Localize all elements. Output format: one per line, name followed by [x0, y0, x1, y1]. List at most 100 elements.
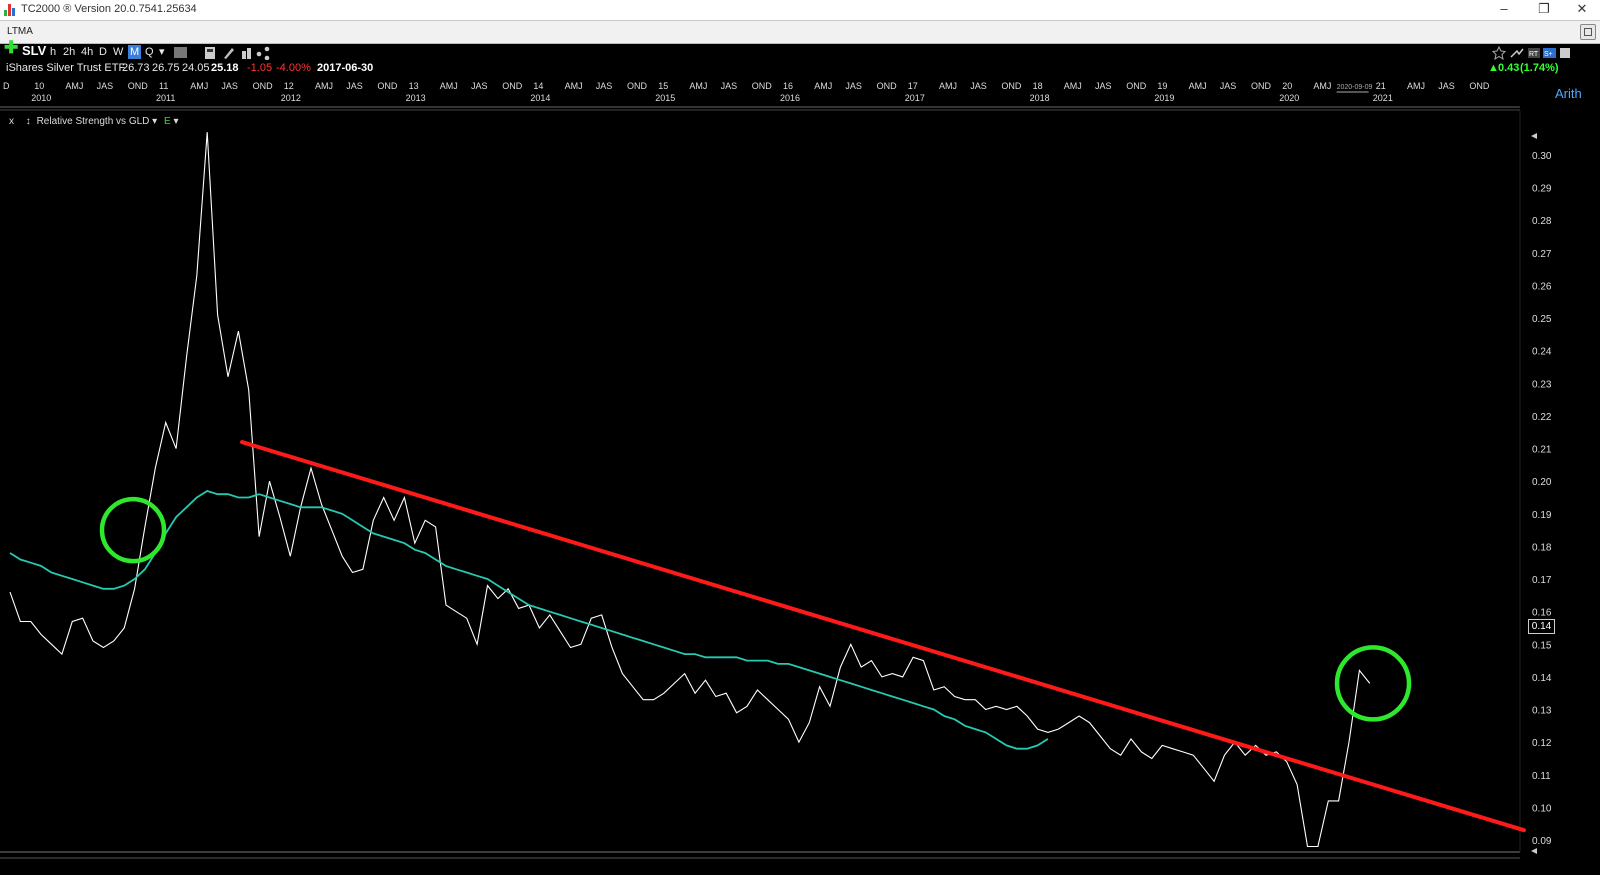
chart-blocks-icon — [242, 48, 251, 59]
x-tick-label: 15 — [658, 81, 668, 91]
plot-area — [0, 106, 1521, 859]
star-icon — [1492, 46, 1507, 60]
y-tick-label: 0.24 — [1532, 347, 1552, 358]
x-tick-label: JAS — [1220, 81, 1237, 91]
y-tick-label: 0.28 — [1532, 216, 1552, 227]
x-tick-label: OND — [752, 81, 773, 91]
x-tick-label: 14 — [533, 81, 543, 91]
timeframe-q[interactable]: Q — [145, 46, 154, 58]
x-axis-year-labels: 2010 2011 2012 2013 2014 2015 2016 2017 2018 2019… — [31, 93, 1393, 103]
x-year-label: 2020 — [1279, 93, 1299, 103]
x-tick-label: 21 — [1376, 81, 1386, 91]
indicator-e-button[interactable]: E — [163, 116, 171, 127]
scale-mode-toggle[interactable]: Arith — [1555, 86, 1582, 101]
x-axis-top-labels: D 10 AMJ JAS OND 11 AMJ JAS OND 12 AMJ JAS OND 13 AMJ J… — [3, 81, 1490, 93]
x-tick-label: JAS — [471, 81, 488, 91]
live-change-arrow-icon: ▲ — [1488, 62, 1499, 74]
scale-bottom-marker-icon — [1531, 848, 1537, 854]
timeframe-m-selected[interactable]: M — [128, 45, 142, 59]
indicator-name[interactable]: Relative Strength vs GLD — [36, 116, 150, 127]
x-tick-label: AMJ — [1313, 81, 1331, 91]
indicator-close-icon[interactable]: x — [9, 116, 14, 127]
x-tick-label: 17 — [908, 81, 918, 91]
x-tick-label: AMJ — [190, 81, 208, 91]
toolbar-right-icons: RT S+ — [1492, 46, 1570, 60]
indicator-label: x ↕ Relative Strength vs GLD ▾ E ▾ — [9, 116, 178, 127]
x-tick-label: 13 — [409, 81, 419, 91]
indicator-move-icon[interactable]: ↕ — [25, 116, 31, 127]
indicator-dropdown-icon[interactable]: ▾ — [152, 116, 158, 127]
close-button[interactable]: ✕ — [1576, 1, 1588, 16]
x-tick-label: OND — [627, 81, 648, 91]
x-tick-label: 11 — [159, 81, 168, 91]
x-tick-label: OND — [1469, 81, 1490, 91]
y-tick-label: 0.18 — [1532, 542, 1552, 553]
quote-change-pct: -4.00% — [276, 62, 311, 74]
timeframe-h[interactable]: h — [50, 46, 57, 58]
timeframe-d[interactable]: D — [99, 46, 107, 58]
current-value-tag: 0.14 — [1528, 619, 1555, 634]
x-year-label: 2012 — [281, 93, 301, 103]
tc-badge-icon — [174, 47, 187, 58]
restore-window-icon[interactable] — [1580, 24, 1596, 40]
y-tick-label: 0.26 — [1532, 281, 1552, 292]
rt-badge-label: RT — [1529, 51, 1539, 58]
annotations — [99, 440, 1526, 833]
y-tick-label: 0.17 — [1532, 575, 1552, 586]
y-tick-label: 0.27 — [1532, 249, 1552, 260]
symbol-input[interactable]: SLV — [22, 43, 47, 58]
timeframe-w[interactable]: W — [113, 46, 124, 58]
security-name: iShares Silver Trust ETF — [6, 62, 126, 74]
x-tick-label: OND — [253, 81, 274, 91]
x-year-label: 2018 — [1030, 93, 1050, 103]
x-tick-label: D — [3, 81, 10, 91]
y-tick-label: 0.15 — [1532, 640, 1552, 651]
y-tick-label: 0.16 — [1532, 608, 1552, 619]
x-year-label: 2016 — [780, 93, 800, 103]
timeframe-2h[interactable]: 2h — [63, 46, 76, 58]
pencil-icon — [224, 48, 234, 59]
window-title-bar: TC2000 ® Version 20.0.7541.25634 – ❐ ✕ — [0, 0, 1600, 21]
calculator-icon — [205, 47, 215, 59]
x-tick-label: OND — [1126, 81, 1147, 91]
x-tick-label: OND — [877, 81, 898, 91]
x-tick-label: 12 — [284, 81, 294, 91]
y-tick-label: 0.25 — [1532, 314, 1552, 325]
save-icon — [1560, 48, 1570, 58]
x-tick-label: AMJ — [1407, 81, 1425, 91]
x-year-label: 2013 — [406, 93, 426, 103]
x-year-label: 2010 — [31, 93, 51, 103]
y-tick-label: 0.22 — [1532, 412, 1552, 423]
y-tick-label: 0.11 — [1532, 771, 1551, 782]
s-plus-badge — [1543, 48, 1556, 58]
x-tick-label: 19 — [1157, 81, 1167, 91]
y-tick-label: 0.10 — [1532, 803, 1552, 814]
y-tick-label: 0.20 — [1532, 477, 1552, 488]
x-tick-label: AMJ — [689, 81, 707, 91]
x-tick-label: JAS — [221, 81, 238, 91]
y-tick-label: 0.23 — [1532, 379, 1552, 390]
window-title: TC2000 ® Version 20.0.7541.25634 — [21, 3, 197, 15]
x-tick-label: JAS — [845, 81, 862, 91]
live-change-pct: (1.74%) — [1520, 62, 1559, 74]
y-tick-label: 0.12 — [1532, 738, 1552, 749]
y-tick-label: 0.09 — [1532, 836, 1552, 847]
x-year-label: 2014 — [530, 93, 550, 103]
layout-tab[interactable]: LTMA — [7, 26, 33, 37]
x-year-label: 2021 — [1373, 93, 1393, 103]
timeframe-dropdown-icon[interactable]: ▾ — [159, 46, 165, 58]
quote-line: iShares Silver Trust ETF 26.73 26.75 24.… — [0, 61, 1600, 76]
relative-strength-line — [9, 132, 1371, 848]
timeframe-4h[interactable]: 4h — [81, 46, 94, 58]
x-tick-label: AMJ — [440, 81, 458, 91]
indicator-e-dropdown-icon[interactable]: ▾ — [173, 116, 179, 127]
add-symbol-icon[interactable]: ✚ — [4, 38, 19, 57]
quote-high: 26.75 — [152, 62, 180, 74]
x-tick-label: AMJ — [939, 81, 957, 91]
live-change: 0.43 — [1498, 62, 1520, 74]
x-tick-label: 10 — [34, 81, 44, 91]
x-year-label: 2011 — [156, 93, 175, 103]
y-tick-label: 0.19 — [1532, 510, 1552, 521]
minimize-button[interactable]: – — [1500, 1, 1508, 16]
maximize-restore-button[interactable]: ❐ — [1538, 1, 1550, 16]
